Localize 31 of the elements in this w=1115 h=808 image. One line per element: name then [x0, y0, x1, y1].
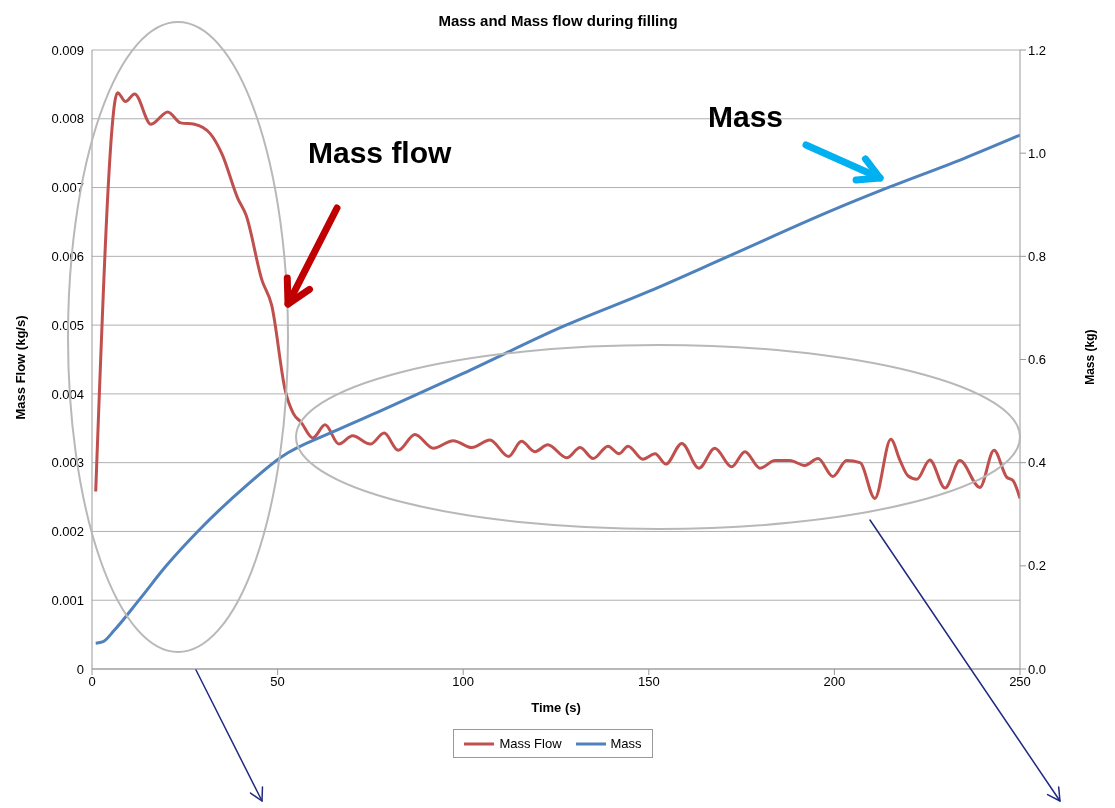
y-tick-label: 0.008 — [51, 111, 84, 127]
y2-tick-label: 1.2 — [1028, 42, 1047, 58]
y2-tick-label: 0.4 — [1028, 455, 1047, 471]
x-axis-title: Time (s) — [531, 700, 581, 715]
annotation: Mass — [708, 100, 784, 134]
x-tick-label: 50 — [270, 674, 285, 690]
x-tick-label: 0 — [88, 674, 96, 690]
y2-tick-label: 1.0 — [1028, 145, 1047, 161]
y-tick-label: 0.001 — [51, 592, 84, 608]
x-tick-label: 100 — [452, 674, 475, 690]
legend-label: Mass Flow — [499, 736, 562, 751]
y-tick-label: 0.006 — [51, 248, 84, 264]
chart-title: Mass and Mass flow during filling — [437, 12, 679, 29]
y2-tick-label: 0.6 — [1028, 352, 1047, 368]
annotation: Mass flow — [308, 136, 452, 170]
y-tick-label: 0.003 — [51, 455, 84, 471]
y-tick-label: 0.009 — [51, 42, 84, 58]
x-tick-label: 250 — [1009, 674, 1031, 690]
y2-axis-title: Mass (kg) — [1083, 329, 1098, 385]
x-tick-label: 200 — [823, 674, 846, 690]
y-tick-label: 0 — [76, 661, 84, 677]
y2-tick-label: 0.0 — [1028, 661, 1047, 677]
y-tick-label: 0.004 — [51, 386, 84, 402]
y2-tick-label: 0.2 — [1028, 558, 1047, 574]
y-tick-label: 0.002 — [51, 524, 84, 540]
legend-label: Mass — [610, 736, 642, 751]
x-tick-label: 150 — [637, 674, 660, 690]
y-axis-title: Mass Flow (kg/s) — [12, 315, 28, 420]
line-series — [94, 91, 1020, 500]
y2-tick-label: 0.8 — [1028, 248, 1047, 264]
line-series — [94, 133, 1020, 645]
